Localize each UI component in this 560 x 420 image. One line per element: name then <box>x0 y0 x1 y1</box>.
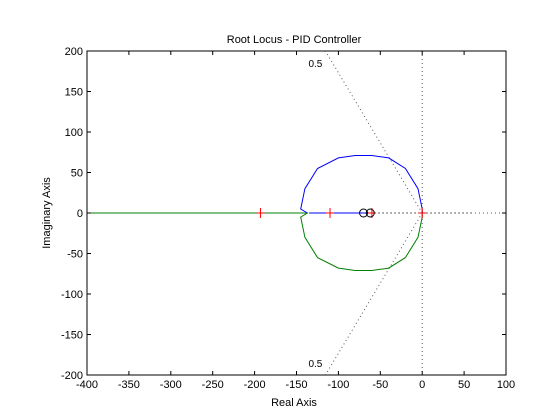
chart-title: Root Locus - PID Controller <box>227 34 362 46</box>
x-axis-label: Real Axis <box>271 397 317 409</box>
y-tick-label: -150 <box>61 330 83 342</box>
y-tick-label: -50 <box>67 249 83 261</box>
pole-marker-2 <box>326 208 335 218</box>
y-tick-label: 150 <box>65 87 83 99</box>
zero-marker-2 <box>365 208 375 218</box>
x-tick-label: -100 <box>327 379 349 391</box>
damping-label-lower: 0.5 <box>308 359 322 370</box>
y-tick-label: 0 <box>77 208 83 220</box>
y-tick-label: -200 <box>61 370 83 382</box>
y-tick-label: 100 <box>65 127 83 139</box>
y-tick-label: 50 <box>71 168 83 180</box>
x-tick-label: -250 <box>202 379 224 391</box>
y-tick-label: -100 <box>61 289 83 301</box>
x-tick-label: -150 <box>285 379 307 391</box>
y-tick-label: 200 <box>65 46 83 58</box>
x-tick-label: 0 <box>419 379 425 391</box>
x-tick-label: -50 <box>372 379 388 391</box>
pole-marker-1 <box>256 208 265 218</box>
locus-branch-upper <box>300 155 423 214</box>
x-tick-label: -350 <box>118 379 140 391</box>
plot-area: 0.5 0.5 -400 -350 -300 -250 -200 -150 -100 -50 0 50… <box>61 46 515 391</box>
x-tick-label: -200 <box>244 379 266 391</box>
locus-branch-lower <box>300 212 423 271</box>
x-tick-label: 100 <box>497 379 515 391</box>
zero-marker-1 <box>359 208 369 218</box>
x-tick-label: 50 <box>458 379 470 391</box>
y-axis-label: Imaginary Axis <box>41 177 53 249</box>
pole-marker-4 <box>418 208 427 218</box>
x-tick-label: -300 <box>160 379 182 391</box>
damping-label-upper: 0.5 <box>308 59 322 70</box>
x-tick-label: -400 <box>76 379 98 391</box>
